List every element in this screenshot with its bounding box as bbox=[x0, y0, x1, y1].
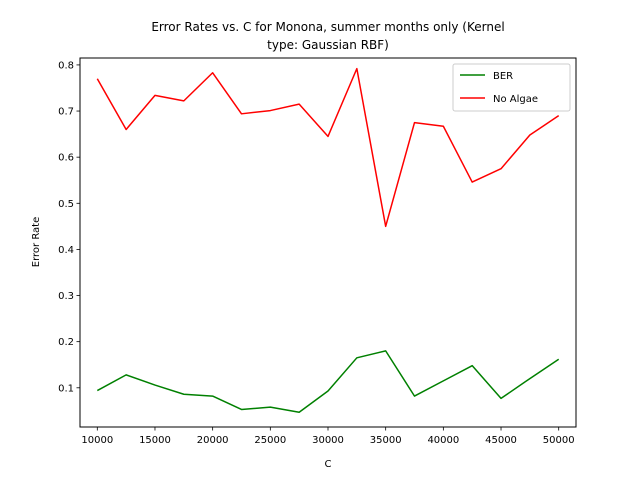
chart-title-line-1: Error Rates vs. C for Monona, summer mon… bbox=[151, 20, 504, 34]
y-tick-label: 0.1 bbox=[58, 383, 74, 394]
series-line-no-algae bbox=[96, 67, 560, 228]
y-axis-label: Error Rate bbox=[31, 217, 42, 267]
x-tick-label: 35000 bbox=[370, 435, 402, 446]
legend-label-ber: BER bbox=[493, 71, 513, 82]
x-tick-label: 40000 bbox=[427, 435, 459, 446]
chart-title-line-2: type: Gaussian RBF) bbox=[267, 38, 389, 52]
x-tick-label: 30000 bbox=[312, 435, 344, 446]
series-line-ber bbox=[96, 350, 560, 413]
legend-label-no-algae: No Algae bbox=[493, 94, 538, 105]
y-tick-label: 0.7 bbox=[58, 107, 74, 118]
y-tick-label: 0.2 bbox=[58, 337, 74, 348]
x-tick-label: 20000 bbox=[197, 435, 229, 446]
x-tick-label: 15000 bbox=[139, 435, 171, 446]
y-tick-label: 0.6 bbox=[58, 153, 74, 164]
x-axis-label: C bbox=[325, 459, 332, 470]
y-tick-label: 0.8 bbox=[58, 60, 74, 71]
plot-area: 10000 15000 20000 25000 30000 35000 40000 45000… bbox=[58, 60, 575, 446]
x-tick-label: 25000 bbox=[254, 435, 286, 446]
x-tick-label: 50000 bbox=[543, 435, 575, 446]
axes-frame bbox=[79, 57, 577, 428]
x-tick-label: 10000 bbox=[81, 435, 113, 446]
y-tick-label: 0.4 bbox=[58, 245, 74, 256]
x-tick-label: 45000 bbox=[485, 435, 517, 446]
legend: BER No Algae bbox=[452, 63, 571, 112]
y-tick-label: 0.3 bbox=[58, 291, 74, 302]
y-tick-label: 0.5 bbox=[58, 199, 74, 210]
